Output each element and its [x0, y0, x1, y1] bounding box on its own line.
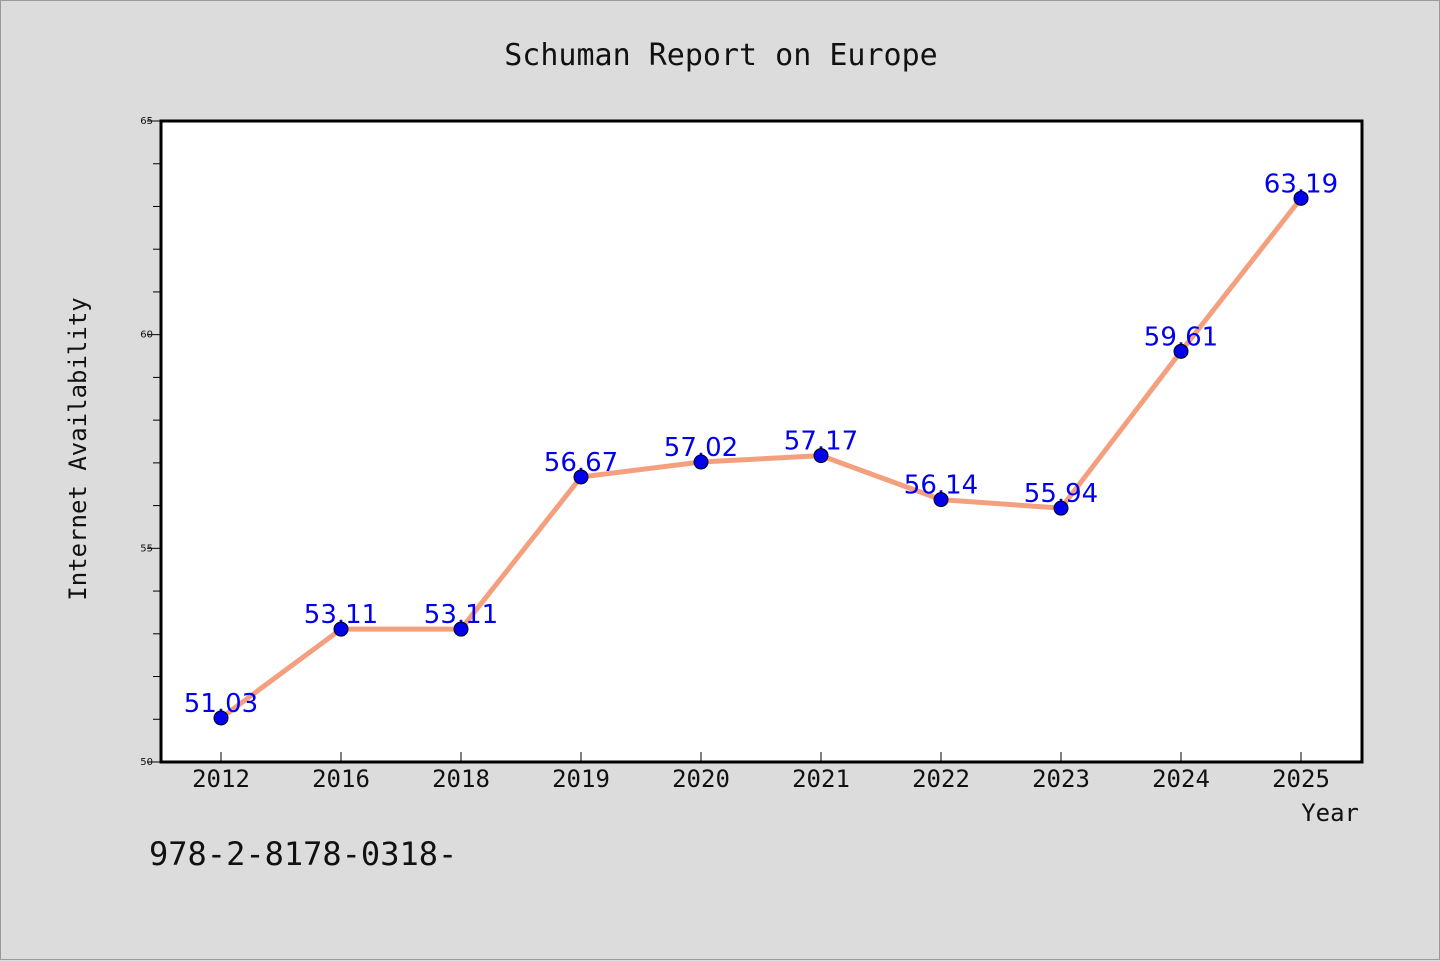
x-tick-label: 2023	[1032, 765, 1090, 793]
x-axis: 2012 2016 2018 2019 2020 2021 2022 2023 2024 2025	[192, 752, 1330, 793]
x-tick-label: 2022	[912, 765, 970, 793]
series-line	[218, 195, 1304, 721]
marker-group	[213, 190, 1309, 726]
data-point-marker	[573, 469, 589, 485]
data-point-marker	[1173, 343, 1189, 359]
data-point-marker	[1053, 500, 1069, 516]
chart-title: Schuman Report on Europe	[504, 38, 937, 73]
plot-frame	[159, 119, 1364, 764]
y-tick-label: 55	[140, 543, 153, 554]
data-point-marker	[333, 621, 349, 637]
x-tick-label: 2016	[312, 765, 370, 793]
data-point-marker	[1293, 190, 1309, 206]
series-line-group	[218, 195, 1304, 721]
y-tick-label: 60	[140, 330, 153, 341]
data-point-marker	[453, 621, 469, 637]
plot-area	[161, 121, 1362, 762]
x-tick-label: 2019	[552, 765, 610, 793]
x-tick-label: 2024	[1152, 765, 1210, 793]
y-tick-label: 50	[140, 757, 153, 768]
x-tick-label: 2012	[192, 765, 250, 793]
data-point-marker	[933, 492, 949, 508]
data-point-marker	[213, 710, 229, 726]
x-tick-label: 2021	[792, 765, 850, 793]
y-tick-label: 65	[140, 116, 153, 127]
x-tick-label: 2025	[1272, 765, 1330, 793]
data-point-marker	[813, 448, 829, 464]
y-axis: 50 55 60 65	[140, 116, 161, 768]
y-axis-label: Internet Availability	[64, 297, 92, 600]
x-axis-label: Year	[1301, 799, 1359, 827]
footnote: 978-2-8178-0318-	[149, 835, 457, 873]
x-tick-label: 2020	[672, 765, 730, 793]
data-point-marker	[693, 454, 709, 470]
x-tick-label: 2018	[432, 765, 490, 793]
